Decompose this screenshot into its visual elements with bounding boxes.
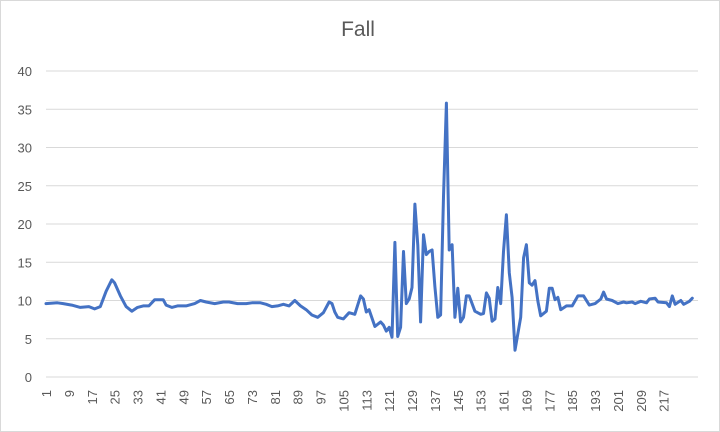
y-tick-label: 40	[18, 64, 32, 79]
x-tick-label: 9	[62, 390, 77, 397]
y-tick-label: 25	[18, 179, 32, 194]
x-tick-label: 137	[428, 390, 443, 412]
x-tick-label: 49	[176, 390, 191, 404]
x-tick-label: 73	[245, 390, 260, 404]
x-tick-label: 169	[519, 390, 534, 412]
y-tick-label: 0	[25, 370, 32, 385]
x-tick-label: 41	[153, 390, 168, 404]
y-tick-label: 15	[18, 255, 32, 270]
y-tick-label: 10	[18, 294, 32, 309]
x-tick-label: 177	[542, 390, 557, 412]
x-tick-label: 145	[451, 390, 466, 412]
y-axis: 0 5 10 15 20 25 30 35 40	[18, 64, 32, 385]
y-tick-label: 35	[18, 102, 32, 117]
x-tick-label: 57	[199, 390, 214, 404]
chart-title: Fall	[341, 18, 375, 41]
x-tick-label: 161	[497, 390, 512, 412]
x-tick-label: 209	[634, 390, 649, 412]
gridlines	[46, 70, 698, 378]
x-tick-label: 121	[382, 390, 397, 412]
x-tick-label: 33	[131, 390, 146, 404]
x-tick-label: 217	[657, 390, 672, 412]
x-tick-label: 25	[108, 390, 123, 404]
x-tick-label: 81	[268, 390, 283, 404]
x-tick-label: 1	[39, 390, 54, 397]
y-tick-label: 5	[25, 332, 32, 347]
x-tick-label: 17	[85, 390, 100, 404]
y-tick-label: 30	[18, 141, 32, 156]
x-tick-label: 113	[359, 390, 374, 411]
x-tick-label: 185	[565, 390, 580, 412]
x-tick-label: 201	[611, 390, 626, 412]
x-tick-label: 129	[405, 390, 420, 412]
x-tick-label: 65	[222, 390, 237, 404]
series-layer	[44, 101, 694, 352]
x-axis: 1 9 17 25 33 41 49 57 65 73 81 89 97 105 113 121 129 137 1…	[39, 390, 672, 412]
x-tick-label: 105	[336, 390, 351, 412]
x-tick-label: 193	[588, 390, 603, 412]
x-tick-label: 97	[314, 390, 329, 404]
series-line	[44, 101, 694, 352]
x-tick-label: 89	[291, 390, 306, 404]
x-tick-label: 153	[474, 390, 489, 412]
y-tick-label: 20	[18, 217, 32, 232]
